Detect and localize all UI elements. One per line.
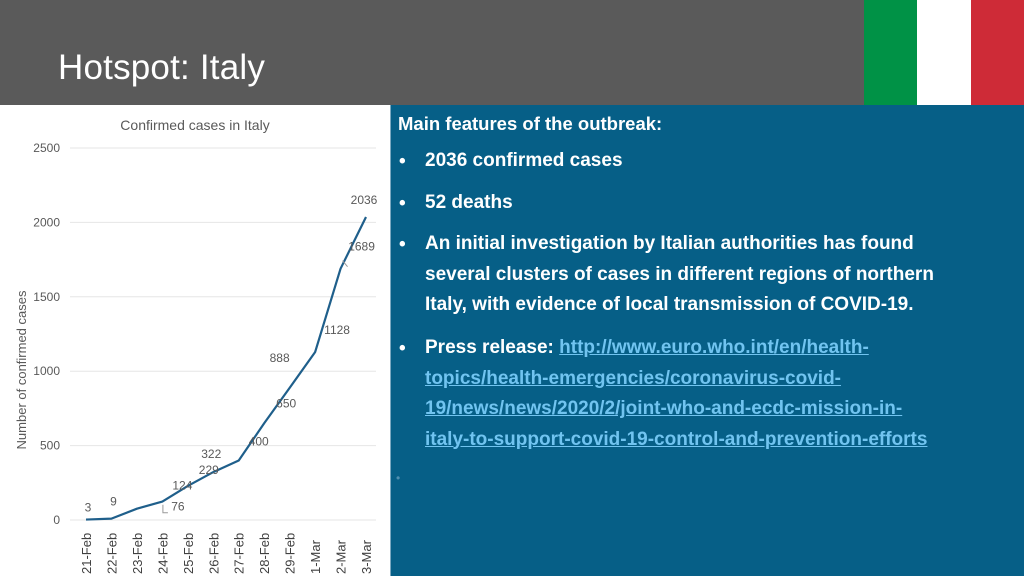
press-release-link[interactable]: http://www.euro.who.int/en/health- xyxy=(559,337,869,358)
bullet-marker: • xyxy=(399,338,406,359)
x-tick-label: 27-Feb xyxy=(232,533,247,574)
info-panel: Main features of the outbreak: • 2036 co… xyxy=(390,105,1024,576)
data-label: 322 xyxy=(201,447,221,461)
x-tick-label: 25-Feb xyxy=(181,533,196,574)
investigation-line-3: Italy, with evidence of local transmissi… xyxy=(425,294,914,315)
series-line xyxy=(85,216,367,521)
flag-green-band xyxy=(864,0,918,105)
data-label: 229 xyxy=(199,463,219,477)
data-label: 400 xyxy=(249,434,269,448)
chart-title: Confirmed cases in Italy xyxy=(120,117,270,133)
empty-bullet-marker: • xyxy=(396,471,401,485)
label-leader-line xyxy=(342,260,348,267)
press-release-link[interactable]: italy-to-support-covid-19-control-and-pr… xyxy=(425,428,928,450)
line-chart: 0 500 1000 1500 2000 2500 21-Feb 22-Feb 23-Feb 2… xyxy=(14,141,378,574)
press-release-link[interactable]: topics/health-emergencies/coronavirus-co… xyxy=(425,367,842,389)
slide-title: Hotspot: Italy xyxy=(58,48,266,87)
data-label: 650 xyxy=(276,396,296,410)
y-tick-label: 0 xyxy=(53,513,60,527)
investigation-line-1: An initial investigation by Italian auth… xyxy=(425,233,914,254)
panel-heading: Main features of the outbreak: xyxy=(398,113,663,134)
italy-flag-icon xyxy=(864,0,1024,105)
x-tick-label: 26-Feb xyxy=(206,533,221,574)
x-tick-label: 29-Feb xyxy=(283,533,298,574)
bullet-marker: • xyxy=(399,234,406,255)
x-tick-label: 3-Mar xyxy=(359,539,374,574)
x-tick-label: 2-Mar xyxy=(334,539,349,574)
press-release-link[interactable]: 19/news/news/2020/2/joint-who-and-ecdc-m… xyxy=(425,398,903,419)
bullet-marker: • xyxy=(399,151,406,172)
x-tick-label: 21-Feb xyxy=(79,533,94,574)
label-leader-line xyxy=(162,504,168,514)
y-tick-label: 1000 xyxy=(33,364,60,378)
data-label: 1128 xyxy=(324,323,350,337)
data-label: 2036 xyxy=(351,193,378,207)
data-label: 1689 xyxy=(348,240,375,254)
x-tick-label: 28-Feb xyxy=(257,533,272,574)
y-axis-label: Number of confirmed cases xyxy=(14,290,29,449)
y-tick-label: 500 xyxy=(40,439,60,453)
data-label: 9 xyxy=(110,495,117,509)
y-tick-label: 2000 xyxy=(33,215,60,229)
x-tick-label: 23-Feb xyxy=(130,533,145,574)
data-label: 888 xyxy=(270,351,290,365)
bullet-investigation: An initial investigation by Italian auth… xyxy=(425,229,934,321)
bullet-marker: • xyxy=(399,193,406,214)
data-label: 76 xyxy=(171,500,185,514)
bullet-press-release: Press release: http://www.euro.who.int/e… xyxy=(425,333,927,455)
investigation-line-2: several clusters of cases in different r… xyxy=(425,263,934,285)
press-release-label: Press release: xyxy=(425,337,560,358)
slide-header: Hotspot: Italy xyxy=(0,0,1024,105)
x-tick-label: 24-Feb xyxy=(155,533,170,574)
flag-white-band xyxy=(917,0,971,105)
bullet-confirmed-cases: 2036 confirmed cases xyxy=(425,150,623,171)
data-label: 3 xyxy=(85,501,92,515)
x-tick-label: 1-Mar xyxy=(308,539,323,574)
chart-area: Confirmed cases in Italy 0 500 1000 1500 200… xyxy=(0,105,390,576)
x-tick-label: 22-Feb xyxy=(104,533,119,574)
bullet-deaths: 52 deaths xyxy=(425,192,513,213)
data-label: 124 xyxy=(172,479,192,493)
flag-red-band xyxy=(970,0,1024,105)
y-tick-label: 2500 xyxy=(33,141,60,155)
y-tick-label: 1500 xyxy=(33,290,60,304)
